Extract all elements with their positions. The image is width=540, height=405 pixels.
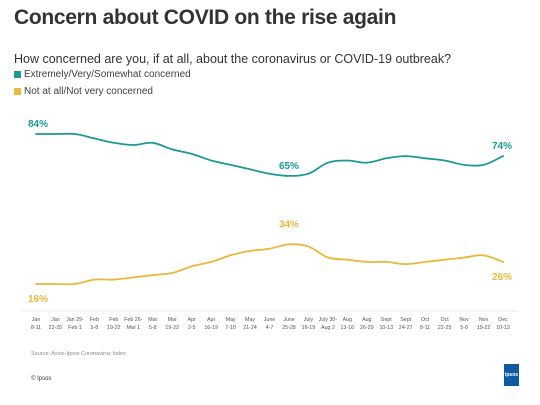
series-line-1: [35, 243, 504, 286]
chart-subtitle: How concerned are you, if at all, about …: [14, 52, 452, 66]
x-tick-label-23-line-1: 19-22: [477, 325, 491, 331]
x-tick-label-22-line-1: 5-8: [460, 325, 468, 331]
legend-label-concerned: Extremely/Very/Somewhat concerned: [24, 69, 191, 80]
ipsos-logo: Ipsos: [504, 364, 519, 386]
x-tick-label-11-line-0: May: [245, 317, 255, 323]
x-tick-label-18-line-1: 10-13: [379, 325, 393, 331]
x-tick-label-23-line-0: Nov: [479, 317, 489, 323]
x-tick-label-17-line-1: 26-29: [360, 325, 374, 331]
copyright: © Ipsos: [31, 376, 52, 382]
x-tick-label-5-line-1: Mar 1: [127, 325, 141, 331]
data-label-s0-p13: 65%: [279, 161, 299, 172]
legend-swatch-not-concerned: [14, 88, 21, 95]
x-tick-label-9-line-0: Apr: [207, 317, 215, 323]
x-tick-label-12-line-0: June: [264, 317, 276, 323]
x-tick-label-8-line-1: 2-5: [188, 325, 196, 331]
data-label-s0-p0: 84%: [28, 119, 48, 130]
source-note: Source: Axios-Ipsos Coronavirus Index: [31, 351, 126, 357]
legend-swatch-concerned: [14, 71, 21, 78]
x-tick-label-15-line-0: July 30-: [319, 317, 338, 323]
legend-item-concerned: Extremely/Very/Somewhat concerned: [14, 69, 191, 80]
x-tick-label-22-line-0: Nov: [459, 317, 469, 323]
x-tick-label-9-line-1: 16-19: [204, 325, 218, 331]
x-tick-label-19-line-0: Sept: [400, 317, 411, 323]
x-tick-label-20-line-1: 8-11: [420, 325, 430, 331]
x-tick-label-5-line-0: Feb 26-: [124, 317, 142, 323]
series-line-0: [35, 132, 504, 177]
x-tick-label-11-line-1: 21-24: [243, 325, 257, 331]
x-tick-label-3-line-1: 5-8: [91, 325, 99, 331]
x-tick-label-4-line-0: Feb: [109, 317, 118, 323]
x-tick-label-21-line-0: Oct: [441, 317, 450, 323]
x-tick-label-15-line-1: Aug 2: [321, 325, 335, 331]
data-label-s0-p24: 74%: [492, 141, 512, 152]
x-tick-label-0-line-0: Jan: [32, 317, 41, 323]
x-tick-label-17-line-0: Aug: [362, 317, 371, 323]
x-tick-label-24-line-0: Dec: [498, 317, 508, 323]
x-tick-label-14-line-1: 16-19: [302, 325, 316, 331]
x-tick-label-13-line-1: 25-28: [282, 325, 296, 331]
x-tick-label-10-line-0: May: [226, 317, 236, 323]
x-tick-label-12-line-1: 4-7: [266, 325, 274, 331]
x-tick-label-19-line-1: 24-27: [399, 325, 413, 331]
x-tick-label-2-line-1: Feb 1: [68, 325, 82, 331]
x-tick-label-6-line-1: 5-8: [149, 325, 157, 331]
x-tick-label-18-line-0: Sept: [381, 317, 392, 323]
data-label-s1-p13: 34%: [279, 219, 299, 230]
x-tick-label-1-line-0: Jan: [51, 317, 60, 323]
x-tick-label-16-line-1: 13-16: [341, 325, 355, 331]
x-tick-label-14-line-0: July: [304, 317, 314, 323]
x-tick-label-4-line-1: 19-22: [107, 325, 121, 331]
x-tick-label-8-line-0: Apr: [188, 317, 196, 323]
x-tick-label-10-line-1: 7-10: [225, 325, 236, 331]
legend-item-not-concerned: Not at all/Not very concerned: [14, 86, 153, 97]
x-tick-label-13-line-0: June: [283, 317, 295, 323]
x-tick-label-2-line-0: Jan 29-: [66, 317, 84, 323]
x-tick-label-16-line-0: Aug: [343, 317, 352, 323]
x-tick-label-21-line-1: 22-25: [438, 325, 452, 331]
legend-label-not-concerned: Not at all/Not very concerned: [24, 86, 153, 97]
x-tick-label-6-line-0: Mar: [148, 317, 157, 323]
x-tick-label-3-line-0: Feb: [90, 317, 99, 323]
data-label-s1-p24: 26%: [492, 272, 512, 283]
x-tick-label-24-line-1: 10-13: [496, 325, 510, 331]
chart-title: Concern about COVID on the rise again: [14, 6, 397, 29]
data-label-s1-p0: 16%: [28, 294, 48, 305]
x-tick-label-0-line-1: 8-11: [31, 325, 41, 331]
x-tick-label-7-line-0: Mar: [168, 317, 177, 323]
x-tick-label-7-line-1: 19-22: [165, 325, 179, 331]
x-tick-label-20-line-0: Oct: [421, 317, 430, 323]
x-tick-label-1-line-1: 22-25: [49, 325, 63, 331]
